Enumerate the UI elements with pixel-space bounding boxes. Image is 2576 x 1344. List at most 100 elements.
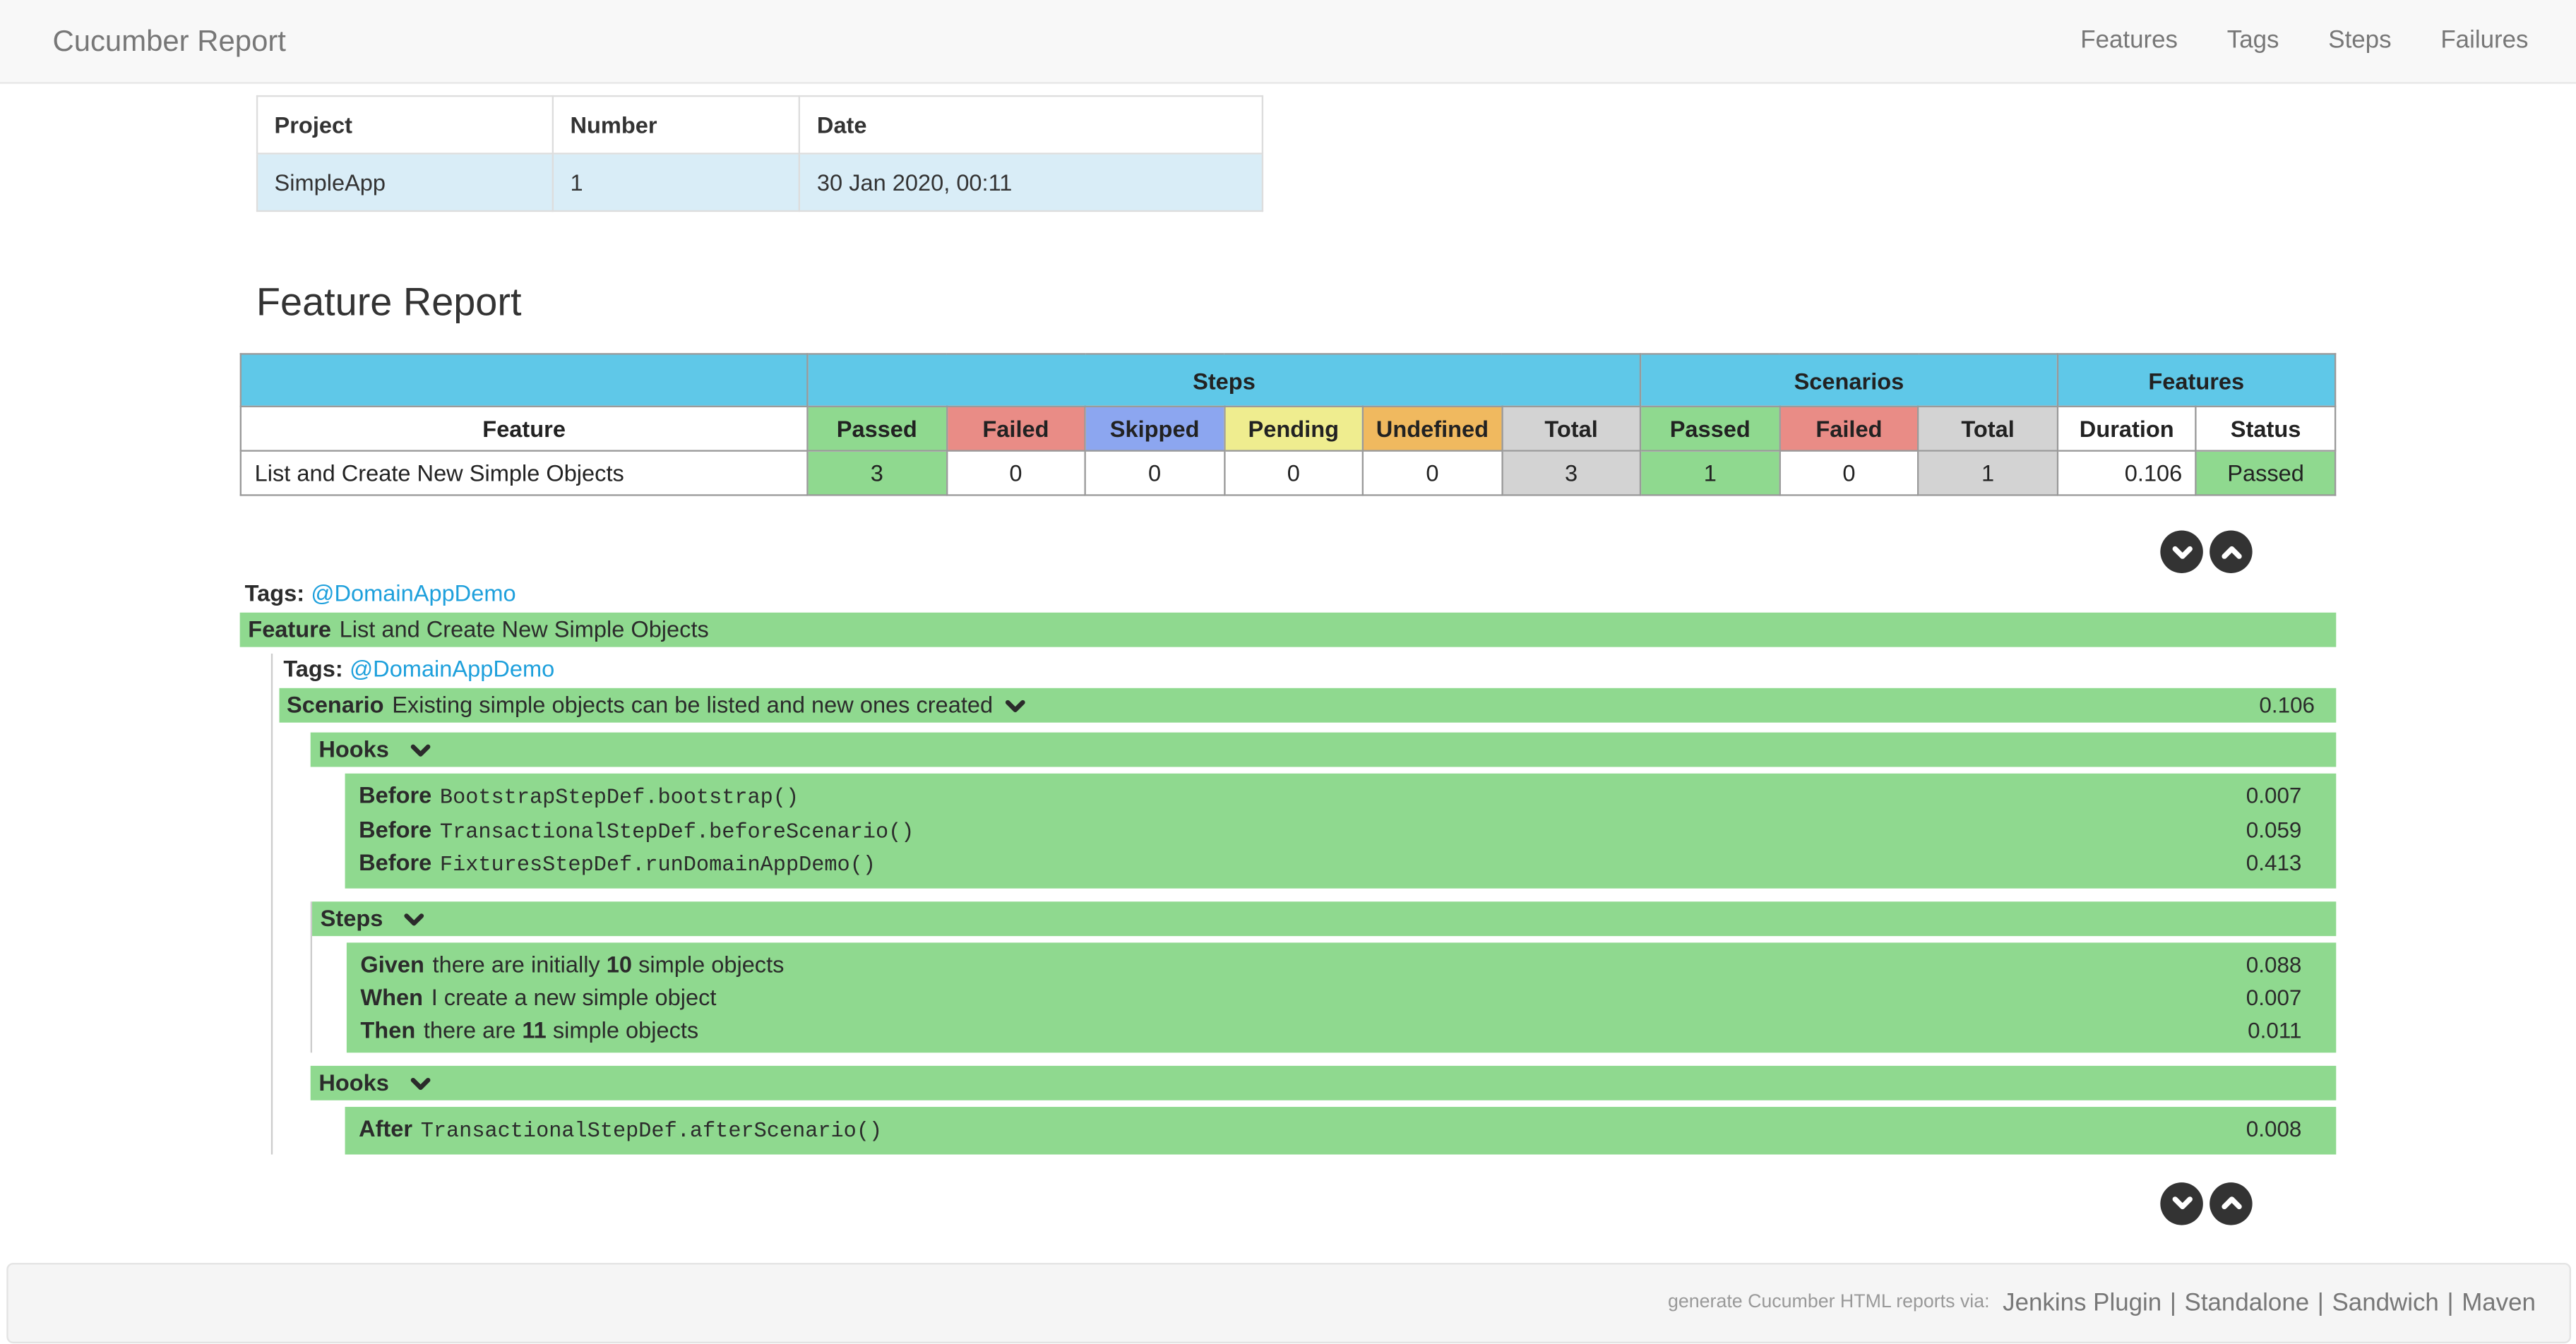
scenario-duration: 0.106 — [2259, 692, 2315, 718]
steps-passed-cell: 3 — [806, 450, 948, 496]
hooks-rows: After TransactionalStepDef.afterScenario… — [345, 1107, 2337, 1155]
group-header-scenarios: Scenarios — [1640, 353, 2058, 407]
footer-links: Jenkins Plugin | Standalone | Sandwich | Maven — [2003, 1289, 2536, 1317]
top-navbar: Cucumber Report Features Tags Steps Fail… — [0, 0, 2576, 84]
footer-link-sandwich[interactable]: Sandwich — [2332, 1289, 2439, 1317]
step-row: Given there are initially 10 simple obje… — [347, 949, 2336, 982]
hook-duration: 0.007 — [2246, 783, 2302, 808]
hook-keyword: Before — [359, 849, 432, 876]
hook-row: Before BootstrapStepDef.bootstrap() 0.00… — [345, 780, 2336, 814]
status-badge: Passed — [2195, 450, 2337, 496]
page-title: Feature Report — [256, 280, 522, 325]
steps-total-header: Total — [1501, 405, 1642, 452]
project-header-row: Project Number Date — [256, 95, 1264, 155]
chevron-up-icon — [2219, 539, 2243, 564]
hooks-bar[interactable]: Hooks — [310, 732, 2337, 767]
report-container: Project Number Date SimpleApp 1 30 Jan 2… — [239, 95, 2337, 1225]
steps-rows: Given there are initially 10 simple obje… — [347, 942, 2337, 1053]
scenarios-total-header: Total — [1917, 405, 2058, 452]
step-text: simple objects — [632, 951, 785, 978]
step-keyword: Given — [360, 951, 424, 978]
feature-tags-line: Tags: @DomainAppDemo — [240, 578, 2337, 608]
feature-bar: Feature List and Create New Simple Objec… — [239, 612, 2337, 647]
footer-link-standalone[interactable]: Standalone — [2184, 1289, 2310, 1317]
nav-link-features[interactable]: Features — [2080, 26, 2178, 54]
steps-undefined-cell: 0 — [1361, 450, 1503, 496]
nav-link-tags[interactable]: Tags — [2226, 26, 2279, 54]
scenarios-failed-cell: 0 — [1778, 450, 1919, 496]
expand-collapse-controls-top — [240, 530, 2253, 573]
feature-tag-link[interactable]: @DomainAppDemo — [311, 580, 516, 606]
steps-bar[interactable]: Steps — [312, 901, 2337, 937]
step-keyword: When — [360, 983, 424, 1010]
project-date-cell: 30 Jan 2020, 00:11 — [799, 152, 1264, 212]
step-row: When I create a new simple object 0.007 — [347, 982, 2336, 1014]
hook-code: BootstrapStepDef.bootstrap() — [439, 785, 799, 810]
hooks-rows: Before BootstrapStepDef.bootstrap() 0.00… — [345, 773, 2337, 889]
brand-title[interactable]: Cucumber Report — [52, 24, 286, 58]
duration-column-header: Duration — [2056, 405, 2198, 452]
feature-name-cell: List and Create New Simple Objects — [239, 450, 809, 496]
collapse-all-button[interactable] — [2210, 530, 2253, 573]
chevron-down-icon[interactable] — [409, 738, 432, 762]
group-header-empty — [239, 353, 809, 407]
chevron-down-icon[interactable] — [409, 1072, 432, 1096]
project-name-cell: SimpleApp — [256, 152, 554, 212]
step-text: simple objects — [546, 1015, 699, 1043]
hook-keyword: Before — [359, 815, 432, 842]
feature-children: Tags: @DomainAppDemo Scenario Existing si… — [270, 653, 2337, 1155]
footer-separator: | — [2317, 1289, 2324, 1317]
tags-label: Tags: — [244, 580, 305, 606]
steps-failed-header: Failed — [945, 405, 1086, 452]
hook-duration: 0.059 — [2246, 817, 2302, 842]
step-duration: 0.007 — [2246, 985, 2302, 1010]
project-row: SimpleApp 1 30 Jan 2020, 00:11 — [256, 152, 1264, 212]
feature-keyword: Feature — [248, 616, 331, 642]
hook-code: TransactionalStepDef.beforeScenario() — [439, 819, 914, 844]
hook-code: FixturesStepDef.runDomainAppDemo() — [439, 853, 876, 878]
scenarios-passed-cell: 1 — [1640, 450, 1781, 496]
footer-link-maven[interactable]: Maven — [2462, 1289, 2536, 1317]
hooks-title: Hooks — [318, 736, 389, 762]
step-text: there are — [423, 1015, 523, 1043]
steps-undefined-header: Undefined — [1361, 405, 1503, 452]
footer-separator: | — [2169, 1289, 2176, 1317]
nav-link-failures[interactable]: Failures — [2440, 26, 2529, 54]
feature-row: List and Create New Simple Objects 3 0 0… — [239, 450, 2337, 496]
footer-link-jenkins-plugin[interactable]: Jenkins Plugin — [2003, 1289, 2162, 1317]
scenarios-passed-header: Passed — [1640, 405, 1781, 452]
steps-group: Steps Given there are initially 10 simpl… — [310, 901, 2337, 1053]
status-column-header: Status — [2195, 405, 2337, 452]
hooks-before-group: Hooks Before BootstrapStepDef.bootstrap(… — [310, 732, 2337, 889]
hook-code: TransactionalStepDef.afterScenario() — [420, 1118, 883, 1144]
step-text: there are initially — [432, 951, 607, 978]
expand-all-button[interactable] — [2160, 530, 2203, 573]
chevron-down-icon — [2169, 1192, 2194, 1216]
hook-row: After TransactionalStepDef.afterScenario… — [345, 1114, 2336, 1148]
steps-skipped-cell: 0 — [1084, 450, 1225, 496]
hooks-bar[interactable]: Hooks — [310, 1066, 2337, 1101]
nav-link-steps[interactable]: Steps — [2328, 26, 2392, 54]
feature-column-header: Feature — [239, 405, 809, 452]
chevron-up-icon — [2219, 1192, 2243, 1216]
collapse-all-button[interactable] — [2210, 1182, 2253, 1225]
date-column-header: Date — [799, 95, 1264, 155]
scenario-bar[interactable]: Scenario Existing simple objects can be … — [278, 688, 2337, 723]
chevron-down-icon[interactable] — [1004, 694, 1027, 717]
expand-all-button[interactable] — [2160, 1182, 2203, 1225]
number-column-header: Number — [551, 95, 801, 155]
steps-skipped-header: Skipped — [1084, 405, 1225, 452]
footer: generate Cucumber HTML reports via: Jenk… — [6, 1262, 2570, 1343]
scenarios-total-cell: 1 — [1917, 450, 2058, 496]
group-header-steps: Steps — [806, 353, 1642, 407]
scenario-tag-link[interactable]: @DomainAppDemo — [350, 655, 555, 682]
column-header-row: Feature Passed Failed Skipped Pending Un… — [239, 405, 2337, 452]
chevron-down-icon[interactable] — [402, 908, 426, 931]
scenario-name: Existing simple objects can be listed an… — [392, 691, 994, 718]
step-duration: 0.011 — [2248, 1017, 2302, 1043]
project-table: Project Number Date SimpleApp 1 30 Jan 2… — [256, 95, 1264, 212]
steps-pending-header: Pending — [1223, 405, 1364, 452]
hooks-title: Hooks — [318, 1069, 389, 1096]
steps-total-cell: 3 — [1501, 450, 1642, 496]
